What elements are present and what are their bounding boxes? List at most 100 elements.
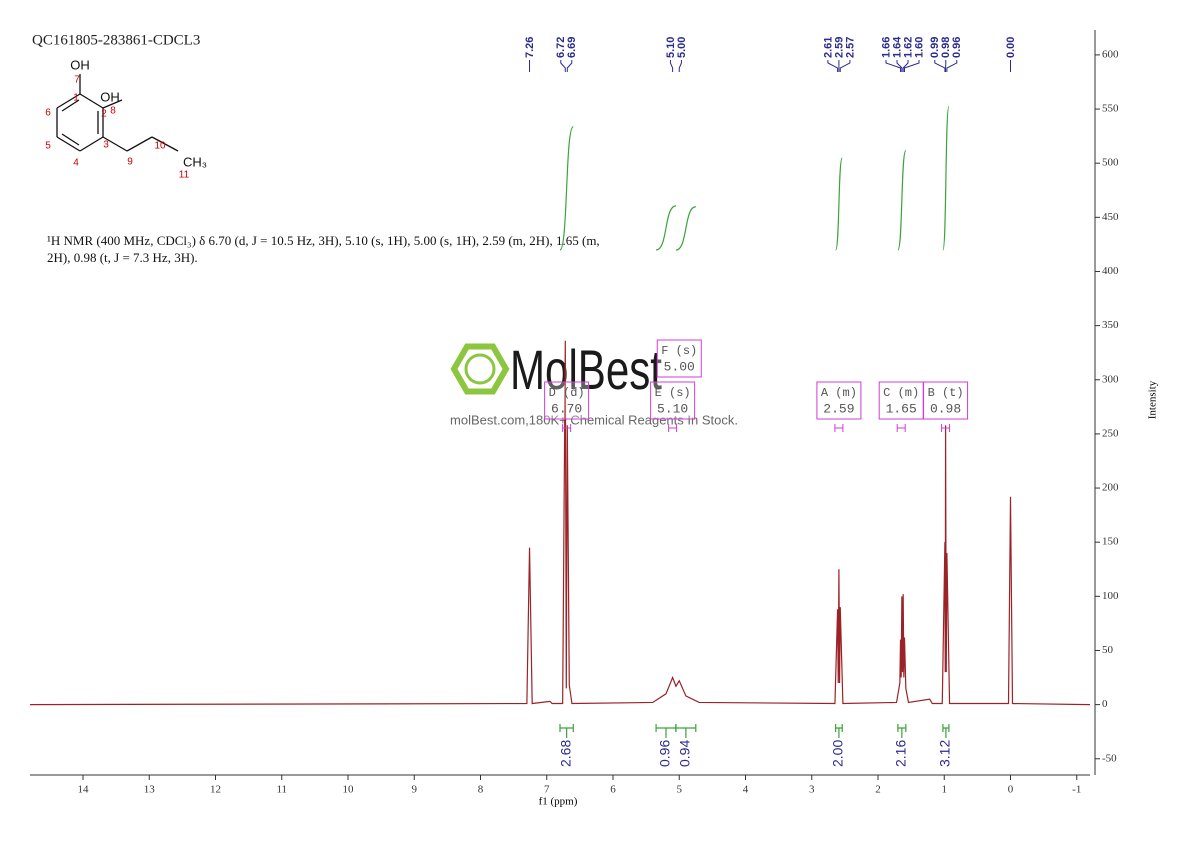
integral-curve [559, 126, 574, 251]
multiplet-marker [834, 424, 844, 432]
peak-label: 2.59 [833, 37, 845, 58]
peak-connector [934, 60, 946, 72]
x-tick-label: 13 [144, 784, 156, 796]
multiplet-shift: 1.65 [886, 401, 917, 416]
peak-label: 2.61 [822, 37, 834, 58]
peak-connector [669, 60, 674, 72]
peak-label: 1.62 [902, 37, 914, 58]
multiplet-name: A (m) [821, 386, 857, 400]
atom-label: 10 [154, 141, 166, 152]
spectrum [29, 340, 1091, 706]
peak-connector [902, 60, 909, 72]
logo-circle [464, 353, 496, 385]
integral-label: 2.68 [557, 740, 573, 767]
y-tick-label: 600 [1102, 48, 1119, 60]
atom-label: 6 [45, 108, 51, 119]
integral-curve [897, 150, 907, 251]
peak-label: 6.72 [555, 37, 567, 58]
integral-bracket [835, 724, 843, 738]
integral-label: 2.00 [830, 740, 846, 767]
integral-bracket [559, 724, 574, 738]
peak-label: 1.60 [913, 37, 925, 58]
multiplet-box [878, 381, 924, 420]
y-tick-label: 100 [1102, 590, 1119, 602]
multiplet-shift: 5.10 [657, 401, 688, 416]
integral-curve [655, 205, 677, 251]
integral-label: 0.94 [677, 740, 693, 767]
atom-label: CH₃ [183, 154, 207, 169]
y-tick-label: -50 [1102, 752, 1117, 764]
multiplet-shift: 0.98 [930, 401, 961, 416]
multiplet-name: C (m) [883, 386, 919, 400]
peak-label: 7.26 [524, 37, 536, 58]
peak-label: 5.00 [676, 37, 688, 58]
multiplet-shift: 5.00 [664, 359, 695, 374]
integral-curve [835, 157, 843, 251]
multiplet-name: D (d) [549, 386, 585, 400]
atom-label: 9 [127, 157, 133, 168]
peak-connector [896, 60, 903, 72]
atom-label: 5 [45, 141, 51, 152]
atom-label: 8 [110, 106, 116, 117]
atom-label: 2 [101, 109, 107, 120]
integral-label: 0.96 [657, 740, 673, 767]
peak-label: 6.69 [566, 37, 578, 58]
y-tick-label: 50 [1102, 644, 1114, 656]
y-tick-label: 300 [1102, 373, 1119, 385]
x-tick-label: 8 [478, 784, 484, 796]
peak-label: 0.96 [951, 37, 963, 58]
integral-bracket [942, 724, 950, 738]
watermark-brand: MolBest [510, 338, 662, 401]
multiplet-shift: 6.70 [551, 401, 582, 416]
multiplet-marker [562, 424, 572, 432]
x-tick-label: 0 [1008, 784, 1014, 796]
x-tick-label: 11 [276, 784, 287, 796]
multiplet-box [650, 381, 696, 420]
peak-connector [946, 60, 958, 72]
x-tick-label: 12 [210, 784, 221, 796]
peak-connector [566, 60, 573, 72]
integral-bracket [655, 724, 677, 738]
y-axis-label: Intensity [1147, 380, 1159, 419]
x-tick-label: 3 [809, 784, 815, 796]
integral-bracket [675, 724, 697, 738]
structure-bonds [56, 74, 179, 152]
peak-connector [885, 60, 902, 72]
integral-curve [675, 206, 697, 251]
y-tick-label: 200 [1102, 482, 1119, 494]
integral-bracket [897, 724, 907, 738]
peak-connector [904, 60, 920, 72]
watermark-tagline: molBest.com,180K+ Chemical Reagents In S… [450, 412, 738, 427]
atom-label: 3 [103, 140, 109, 151]
y-tick-label: 250 [1102, 427, 1119, 439]
multiplet-name: B (t) [928, 386, 964, 400]
multiplet-marker [941, 424, 951, 432]
y-tick-label: 150 [1102, 536, 1119, 548]
x-tick-label: 4 [743, 784, 749, 796]
x-tick-label: 9 [412, 784, 418, 796]
peak-connector [678, 60, 682, 72]
atom-label: 7 [74, 75, 80, 86]
integral-label: 3.12 [937, 740, 953, 767]
peak-label: 0.00 [1005, 37, 1017, 58]
peak-label: 2.57 [844, 37, 856, 58]
peak-label: 5.10 [665, 37, 677, 58]
peak-label: 1.66 [880, 37, 892, 58]
y-tick-label: 500 [1102, 157, 1119, 169]
atom-label: OH [100, 89, 120, 104]
multiplet-box [816, 381, 862, 420]
multiplet-box [656, 339, 702, 378]
x-tick-label: 2 [875, 784, 881, 796]
x-tick-label: -1 [1072, 784, 1081, 796]
sample-id: QC161805-283861-CDCL3 [32, 32, 200, 48]
multiplet-box [544, 381, 590, 420]
peak-connector [839, 60, 851, 72]
multiplet-marker [896, 424, 906, 432]
y-tick-label: 0 [1102, 698, 1108, 710]
multiplet-name: F (s) [661, 344, 697, 358]
multiplet-shift: 2.59 [823, 401, 854, 416]
logo-hexagon [450, 343, 510, 395]
y-tick-label: 450 [1102, 211, 1119, 223]
